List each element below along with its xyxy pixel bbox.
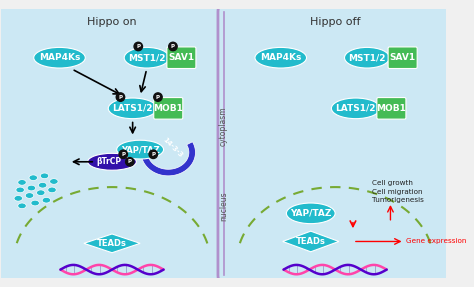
Ellipse shape (48, 187, 56, 193)
Ellipse shape (42, 197, 51, 203)
Circle shape (149, 150, 157, 158)
Ellipse shape (117, 140, 164, 159)
FancyBboxPatch shape (388, 47, 417, 69)
Circle shape (169, 42, 177, 51)
FancyBboxPatch shape (167, 47, 196, 69)
Ellipse shape (31, 200, 39, 206)
Ellipse shape (18, 180, 26, 185)
Circle shape (154, 93, 162, 101)
Ellipse shape (50, 179, 58, 184)
Circle shape (116, 93, 125, 101)
Ellipse shape (345, 47, 390, 68)
Ellipse shape (18, 203, 26, 209)
Ellipse shape (40, 173, 49, 179)
Ellipse shape (255, 47, 307, 68)
Text: nucleus: nucleus (219, 191, 228, 221)
Ellipse shape (331, 98, 380, 119)
Text: LATS1/2: LATS1/2 (336, 104, 376, 113)
Text: Gene expression: Gene expression (406, 238, 467, 245)
Text: P: P (171, 44, 175, 49)
Ellipse shape (27, 185, 36, 191)
Text: Hippo off: Hippo off (310, 17, 360, 27)
Text: P: P (156, 95, 160, 100)
Ellipse shape (34, 47, 85, 68)
Polygon shape (283, 231, 339, 252)
Text: MOB1: MOB1 (153, 104, 183, 113)
Polygon shape (84, 234, 140, 253)
FancyBboxPatch shape (377, 98, 406, 119)
Circle shape (134, 42, 143, 51)
Text: LATS1/2: LATS1/2 (112, 104, 153, 113)
Ellipse shape (25, 193, 34, 198)
Ellipse shape (29, 175, 37, 181)
Ellipse shape (108, 98, 157, 119)
Text: YAP/TAZ: YAP/TAZ (121, 145, 160, 154)
Text: MOB1: MOB1 (376, 104, 406, 113)
Text: P: P (151, 152, 155, 157)
Text: P: P (118, 95, 122, 100)
Ellipse shape (286, 203, 335, 224)
Text: Hippo on: Hippo on (87, 17, 137, 27)
Circle shape (119, 150, 128, 158)
Ellipse shape (88, 153, 137, 170)
Text: P: P (128, 159, 132, 164)
Ellipse shape (14, 195, 22, 201)
FancyBboxPatch shape (154, 98, 183, 119)
FancyBboxPatch shape (218, 2, 452, 285)
Text: MST1/2: MST1/2 (348, 53, 386, 62)
Text: βTrCP: βTrCP (97, 157, 122, 166)
Text: P: P (136, 44, 140, 49)
Ellipse shape (124, 47, 169, 68)
Text: Cell growth
Cell migration
Tumorigenesis: Cell growth Cell migration Tumorigenesis (372, 180, 424, 203)
Text: SAV1: SAV1 (390, 53, 416, 62)
Ellipse shape (16, 187, 24, 193)
FancyBboxPatch shape (0, 2, 229, 285)
Text: 14-3-3: 14-3-3 (162, 137, 184, 159)
Ellipse shape (36, 190, 45, 195)
Text: MST1/2: MST1/2 (128, 53, 165, 62)
Ellipse shape (38, 183, 47, 188)
Text: MAP4Ks: MAP4Ks (260, 53, 301, 62)
Text: YAP/TAZ: YAP/TAZ (290, 209, 331, 218)
Text: TEADs: TEADs (296, 237, 326, 246)
Text: P: P (121, 152, 125, 157)
Text: TEADs: TEADs (97, 239, 127, 248)
Text: MAP4Ks: MAP4Ks (39, 53, 80, 62)
Text: SAV1: SAV1 (168, 53, 194, 62)
Polygon shape (141, 142, 195, 176)
Circle shape (126, 158, 134, 166)
Text: cytoplasm: cytoplasm (219, 106, 228, 146)
